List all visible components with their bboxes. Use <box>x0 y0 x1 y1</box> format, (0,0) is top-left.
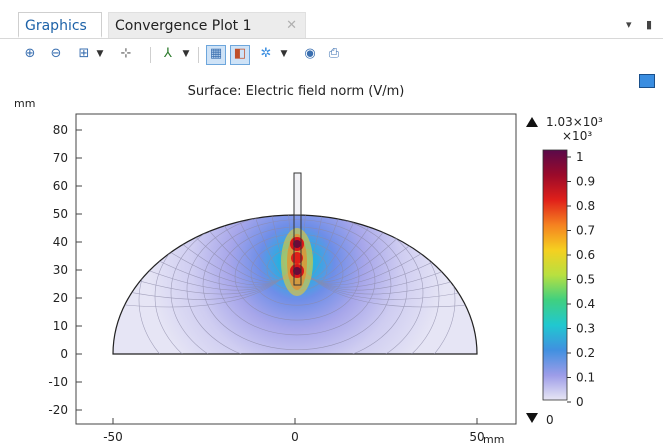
x-tick-label: 50 <box>469 430 484 444</box>
y-tick-label: 70 <box>53 151 68 165</box>
window-menu-icon[interactable]: ▾ <box>626 18 632 31</box>
colorbar-tick-label: 0.5 <box>576 273 595 287</box>
max-marker-icon <box>526 117 538 127</box>
colorbar-scale-label: ×10³ <box>562 129 592 143</box>
colorbar-tick-label: 0.1 <box>576 371 595 385</box>
y-tick-label: 20 <box>53 291 68 305</box>
colorbar-tick-label: 0.8 <box>576 199 595 213</box>
y-tick-label: -20 <box>48 403 68 417</box>
legend-toggle-icon[interactable] <box>639 74 655 88</box>
x-tick-label: -50 <box>103 430 123 444</box>
plot-title: Surface: Electric field norm (V/m) <box>188 84 405 99</box>
pin-icon[interactable]: ▮ <box>646 18 653 31</box>
colorbar-tick-label: 0.4 <box>576 297 595 311</box>
x-axis: -50 0 50 <box>103 418 485 444</box>
y-tick-label: 10 <box>53 319 68 333</box>
axes-frame <box>75 113 517 425</box>
colorbar: 1.03×10³ ×10³ 1 0.9 0.8 0.7 0.6 0.5 0.4 0.3 0.2 0… <box>526 115 603 427</box>
close-icon[interactable]: ✕ <box>286 18 297 33</box>
colorbar-tick-label: 0.9 <box>576 175 595 189</box>
colorbar-tick-label: 0.2 <box>576 346 595 360</box>
camera-icon[interactable]: ◉ <box>304 46 316 61</box>
y-tick-label: -10 <box>48 375 68 389</box>
x-unit-label: mm <box>483 433 504 446</box>
toolbar-separator <box>198 47 199 63</box>
axis-orientation-icon[interactable]: ⅄ <box>164 46 172 61</box>
zoom-extents-icon[interactable]: ⊹ <box>120 46 132 61</box>
graphics-toolbar: ⊕ ⊖ ⊞ ▼ ⊹ ⅄ ▼ ▦ ◧ ✲ ▼ ◉ ⎙ <box>0 40 663 70</box>
x-tick-label: 0 <box>291 430 299 444</box>
zoom-dropdown-icon[interactable]: ▼ <box>96 49 104 59</box>
print-icon[interactable]: ⎙ <box>328 46 340 61</box>
transparency-icon[interactable]: ◧ <box>230 45 250 65</box>
y-tick-label: 50 <box>53 207 68 221</box>
view-dropdown-icon[interactable]: ▼ <box>182 49 190 59</box>
zoom-out-icon[interactable]: ⊖ <box>50 46 62 61</box>
colorbar-tick-label: 0.3 <box>576 322 595 336</box>
colorbar-tick-label: 0.6 <box>576 248 595 262</box>
tab-graphics[interactable]: Graphics <box>18 12 102 38</box>
y-tick-label: 80 <box>53 123 68 137</box>
y-axis: 80 70 60 50 40 30 20 10 0 -10 -20 <box>48 123 82 417</box>
tab-bar: Graphics Convergence Plot 1 ✕ ▾ ▮ <box>0 0 663 39</box>
wireframe-icon[interactable]: ▦ <box>206 45 226 65</box>
y-unit-label: mm <box>14 97 35 110</box>
toolbar-separator <box>150 47 151 63</box>
tab-convergence-plot[interactable]: Convergence Plot 1 ✕ <box>108 12 306 38</box>
y-tick-label: 40 <box>53 235 68 249</box>
tab-graphics-label: Graphics <box>25 18 87 34</box>
colorbar-gradient <box>542 149 568 401</box>
y-tick-label: 0 <box>60 347 68 361</box>
light-dropdown-icon[interactable]: ▼ <box>280 49 288 59</box>
min-marker-icon <box>526 413 538 423</box>
zoom-in-icon[interactable]: ⊕ <box>24 46 36 61</box>
y-tick-label: 60 <box>53 179 68 193</box>
colorbar-max-label: 1.03×10³ <box>546 115 603 129</box>
colorbar-tick-label: 1 <box>576 150 584 164</box>
scene-light-icon[interactable]: ✲ <box>260 46 272 61</box>
colorbar-tick-label: 0 <box>576 395 584 409</box>
tab-convergence-label: Convergence Plot 1 <box>115 18 252 34</box>
electrode-column <box>281 172 313 296</box>
y-tick-label: 30 <box>53 263 68 277</box>
colorbar-min-label: 0 <box>546 413 554 427</box>
zoom-box-icon[interactable]: ⊞ <box>78 46 90 61</box>
colorbar-tick-label: 0.7 <box>576 224 595 238</box>
